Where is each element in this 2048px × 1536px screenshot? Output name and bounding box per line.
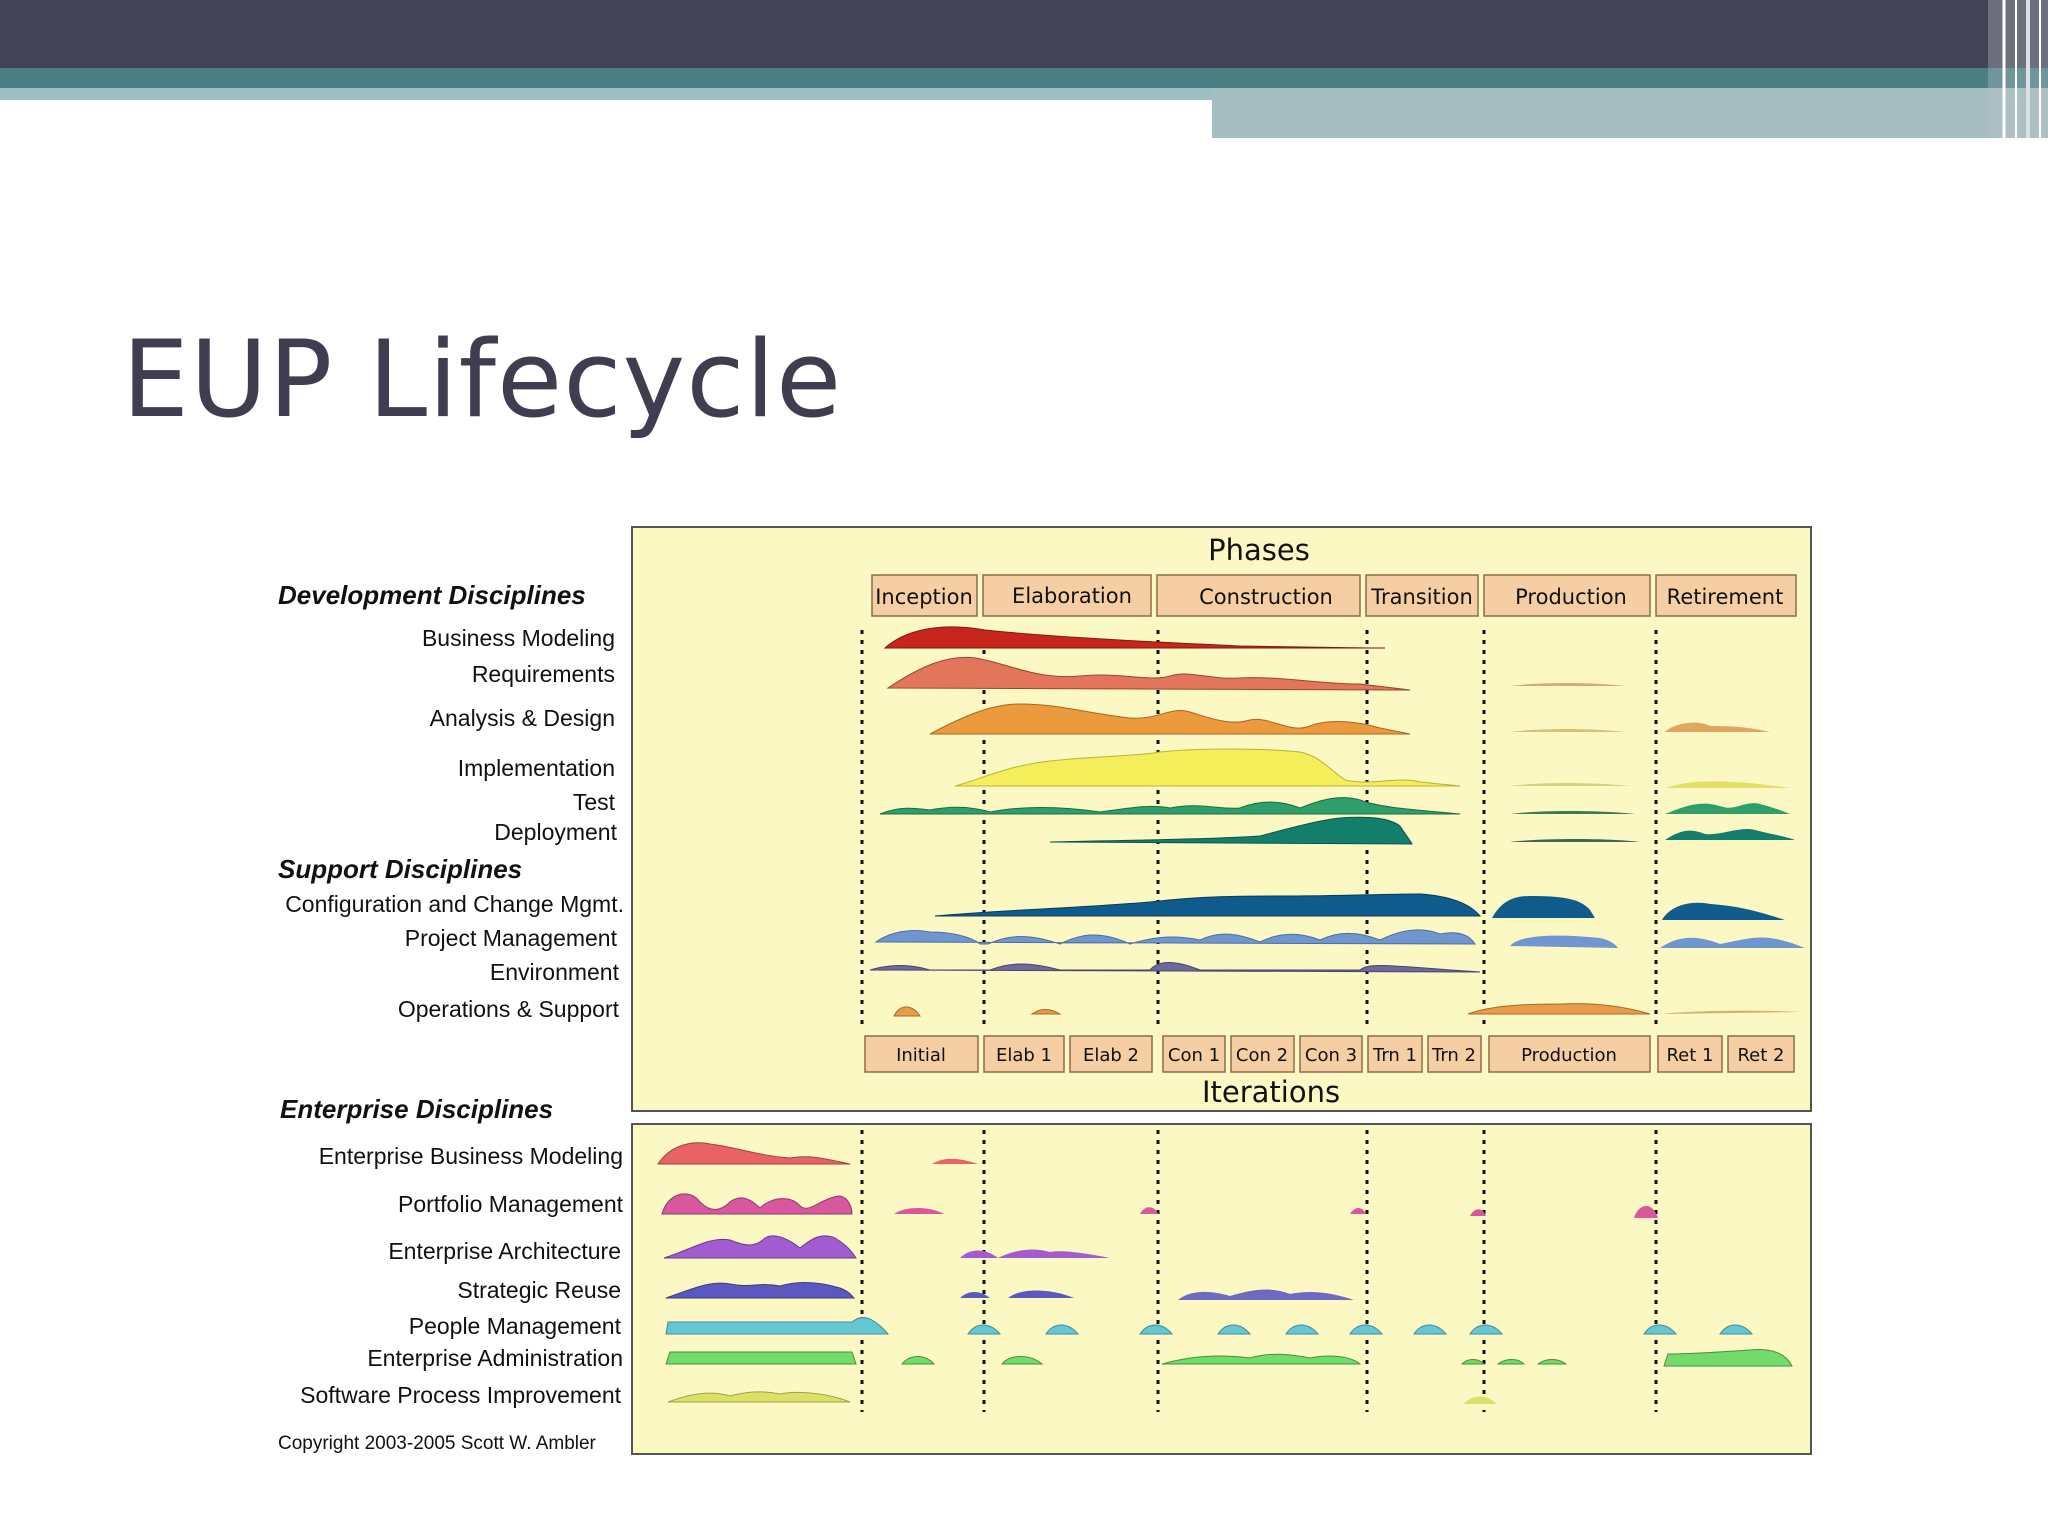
discipline-deployment: Deployment <box>494 819 617 845</box>
iteration-trn-2: Trn 2 <box>1431 1045 1476 1066</box>
deployment-hump <box>1049 816 1413 845</box>
iteration-ret-2: Ret 2 <box>1737 1045 1784 1066</box>
discipline-implementation: Implementation <box>458 755 615 781</box>
iterations-title: Iterations <box>1202 1075 1340 1109</box>
portfolio-management-ret-hump <box>1634 1205 1658 1218</box>
discipline-strategic-reuse: Strategic Reuse <box>457 1277 621 1303</box>
title-bar-band <box>0 0 2048 68</box>
iteration-boxes <box>864 1035 1795 1073</box>
operations-support-retirement-hump <box>1662 1010 1802 1014</box>
enterprise-administration-small-humps <box>900 1349 1793 1367</box>
iteration-production: Production <box>1521 1045 1617 1066</box>
people-management-small-humps <box>967 1324 1754 1335</box>
operations-support-initial-hump <box>893 1006 921 1017</box>
discipline-software-process-improvement: Software Process Improvement <box>300 1382 621 1408</box>
implementation-production-hump <box>1510 783 1630 786</box>
deployment-retirement-hump <box>1665 829 1795 840</box>
project-management-production-hump <box>1510 935 1618 948</box>
discipline-operations-support: Operations & Support <box>398 996 620 1022</box>
enterprise-administration-hump <box>665 1351 857 1365</box>
phases-title: Phases <box>1208 533 1310 567</box>
discipline-people-management: People Management <box>409 1313 622 1339</box>
people-management-hump <box>665 1317 890 1335</box>
portfolio-management-prod-hump <box>1470 1209 1486 1216</box>
edge-decoration <box>1988 0 2048 138</box>
discipline-business-modeling: Business Modeling <box>422 625 615 651</box>
enterprise-business-modeling-elab-hump <box>932 1158 978 1164</box>
discipline-config-change: Configuration and Change Mgmt. <box>285 891 624 917</box>
support-heading: Support Disciplines <box>278 854 522 884</box>
discipline-enterprise-business-modeling: Enterprise Business Modeling <box>319 1143 623 1169</box>
light-stripe-left <box>0 88 1212 100</box>
phase-boxes <box>871 574 1797 617</box>
phase-inception: Inception <box>875 585 973 609</box>
iteration-initial: Initial <box>896 1045 946 1066</box>
iteration-con-1: Con 1 <box>1168 1045 1220 1066</box>
test-retirement-hump <box>1665 803 1790 814</box>
operations-support-elab-hump <box>1030 1009 1062 1015</box>
iteration-elab-2: Elab 2 <box>1083 1045 1139 1066</box>
portfolio-management-con-hump <box>1140 1207 1158 1214</box>
portfolio-management-hump <box>661 1193 853 1215</box>
analysis-design-retirement-hump <box>1665 722 1770 732</box>
environment-hump <box>869 962 1481 973</box>
analysis-design-production-hump <box>1510 729 1625 732</box>
phase-construction: Construction <box>1199 585 1333 609</box>
config-change-hump <box>934 893 1482 917</box>
enterprise-architecture-hump <box>663 1235 857 1259</box>
strategic-reuse-elab2-hump <box>1008 1290 1074 1298</box>
project-management-retirement-hump <box>1660 937 1805 948</box>
portfolio-management-small-hump <box>894 1208 944 1214</box>
copyright-notice: Copyright 2003-2005 Scott W. Ambler <box>278 1433 597 1454</box>
discipline-project-management: Project Management <box>405 925 618 951</box>
strategic-reuse-hump <box>665 1281 856 1299</box>
enterprise-heading: Enterprise Disciplines <box>280 1094 553 1124</box>
phase-production: Production <box>1515 585 1627 609</box>
lifecycle-panel <box>631 526 1812 1112</box>
discipline-environment: Environment <box>490 959 620 985</box>
config-change-production-hump <box>1492 896 1595 918</box>
test-production-hump <box>1510 811 1635 814</box>
software-process-improvement-hump <box>667 1391 851 1403</box>
enterprise-business-modeling-hump <box>657 1142 851 1165</box>
discipline-test: Test <box>573 789 616 815</box>
discipline-analysis-design: Analysis & Design <box>430 705 615 731</box>
portfolio-management-trn-hump <box>1350 1208 1366 1214</box>
config-change-retirement-hump <box>1662 902 1785 920</box>
light-stripe-right <box>1212 88 2048 138</box>
discipline-enterprise-architecture: Enterprise Architecture <box>388 1238 621 1264</box>
requirements-production-hump <box>1510 683 1625 686</box>
implementation-retirement-hump <box>1665 781 1790 788</box>
analysis-design-hump <box>929 703 1411 735</box>
iteration-elab-1: Elab 1 <box>996 1045 1052 1066</box>
enterprise-architecture-elab-hump <box>960 1249 1110 1258</box>
iteration-ret-1: Ret 1 <box>1666 1045 1713 1066</box>
implementation-hump <box>954 748 1461 787</box>
slide-title: EUP Lifecycle <box>122 318 843 441</box>
discipline-enterprise-administration: Enterprise Administration <box>367 1345 623 1371</box>
discipline-requirements: Requirements <box>472 661 615 687</box>
project-management-hump <box>874 929 1476 945</box>
iteration-con-3: Con 3 <box>1305 1045 1357 1066</box>
phase-elaboration: Elaboration <box>1012 584 1132 608</box>
strategic-reuse-elab-hump <box>960 1292 990 1298</box>
phase-transition: Transition <box>1370 585 1473 609</box>
phase-retirement: Retirement <box>1667 585 1784 609</box>
business-modeling-hump <box>883 626 1385 649</box>
strategic-reuse-con-hump <box>1178 1289 1354 1300</box>
iteration-con-2: Con 2 <box>1236 1045 1288 1066</box>
discipline-portfolio-management: Portfolio Management <box>398 1191 624 1217</box>
requirements-hump <box>886 656 1411 691</box>
operations-support-production-hump <box>1467 1003 1651 1015</box>
software-process-improvement-prod-hump <box>1464 1396 1496 1404</box>
deployment-production-hump <box>1510 839 1640 842</box>
milestone-lines <box>860 630 1658 1412</box>
test-hump <box>879 797 1461 815</box>
accent-stripe <box>0 68 2048 88</box>
iteration-trn-1: Trn 1 <box>1372 1045 1417 1066</box>
development-heading: Development Disciplines <box>278 580 586 610</box>
